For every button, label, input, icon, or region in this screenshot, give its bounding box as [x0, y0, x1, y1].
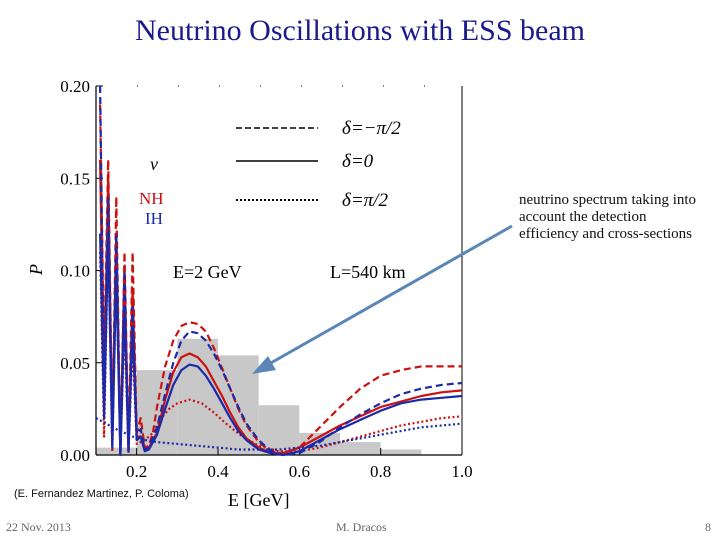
- series-line-4: [99, 232, 463, 457]
- y-tick-label-0: 0.00: [60, 446, 90, 465]
- slide-title: Neutrino Oscillations with ESS beam: [135, 14, 585, 47]
- histogram-bar-7: [380, 449, 422, 455]
- x-tick-label-1: 0.4: [207, 462, 229, 481]
- x-axis-label: E [GeV]: [228, 490, 289, 510]
- x-tick-label-0: 0.2: [126, 462, 147, 481]
- baseline-label: L=540 km: [330, 262, 406, 282]
- energy-label: E=2 GeV: [173, 262, 242, 282]
- x-tick-label-2: 0.6: [289, 462, 310, 481]
- chart-legend: δ=−π/2 δ=0 δ=π/2: [236, 118, 401, 211]
- nh-label: NH: [139, 189, 164, 208]
- chart-text-labels: ν NH IH E=2 GeV L=540 km E [GeV] P: [26, 154, 406, 510]
- ih-label: IH: [145, 209, 163, 228]
- annotation-arrow: [252, 224, 513, 374]
- y-axis-label: P: [26, 264, 46, 276]
- chart-series: [95, 85, 463, 457]
- chart-axes: 0.2 0.4 0.6 0.8 1.0 0.00 0.05 0.10 0.15 0.20: [60, 77, 472, 481]
- histogram-bar-6: [340, 442, 381, 455]
- series-line-1: [99, 159, 463, 457]
- footer-page-number: 8: [705, 520, 711, 534]
- legend-label-solid: δ=0: [342, 151, 374, 172]
- annotation-text: neutrino spectrum taking into account th…: [519, 192, 697, 242]
- footer-author: M. Dracos: [336, 520, 387, 534]
- histogram-bar-0: [96, 447, 137, 455]
- legend-label-dashed: δ=−π/2: [342, 118, 401, 139]
- y-tick-label-3: 0.15: [60, 169, 90, 188]
- x-tick-label-3: 0.8: [370, 462, 391, 481]
- x-tick-label-4: 1.0: [451, 462, 472, 481]
- credit-text: (E. Fernandez Martinez, P. Coloma): [14, 488, 189, 500]
- series-line-3: [99, 85, 463, 457]
- series-line-0: [99, 104, 462, 457]
- y-tick-label-4: 0.20: [60, 77, 90, 96]
- y-tick-label-1: 0.05: [60, 354, 90, 373]
- legend-label-dotted: δ=π/2: [342, 190, 388, 211]
- footer-date: 22 Nov. 2013: [6, 520, 71, 534]
- series-line-5: [95, 417, 463, 451]
- nu-label: ν: [150, 154, 158, 174]
- y-tick-label-2: 0.10: [60, 262, 90, 281]
- spectrum-histogram: [96, 338, 422, 455]
